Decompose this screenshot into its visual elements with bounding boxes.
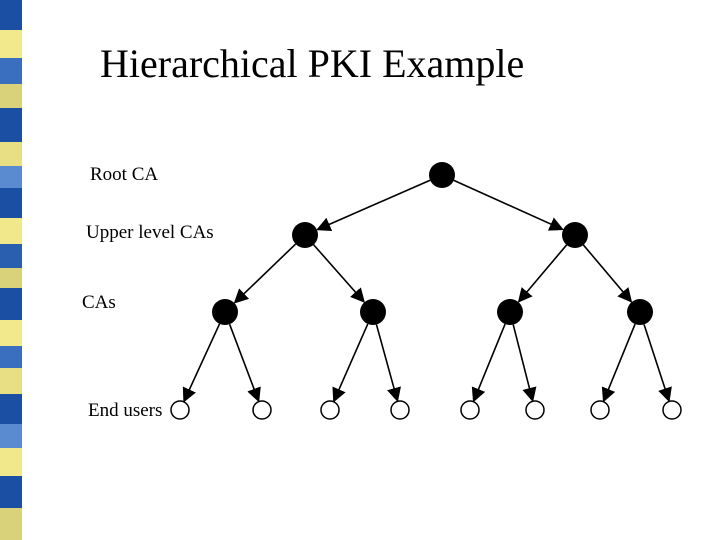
tree-edge bbox=[376, 325, 397, 400]
tree-edge bbox=[604, 324, 635, 400]
tree-edge bbox=[513, 325, 532, 400]
tree-edge bbox=[474, 324, 505, 400]
tree-node-c2 bbox=[360, 299, 386, 325]
tree-edge bbox=[314, 245, 363, 301]
tree-node-e2 bbox=[253, 401, 271, 419]
tree-node-c4 bbox=[627, 299, 653, 325]
tree-node-e5 bbox=[461, 401, 479, 419]
tree-node-e3 bbox=[321, 401, 339, 419]
tree-node-c1 bbox=[212, 299, 238, 325]
tree-node-e6 bbox=[526, 401, 544, 419]
tree-node-root bbox=[429, 162, 455, 188]
tree-edge bbox=[583, 245, 630, 301]
tree-edge bbox=[520, 245, 567, 301]
tree-edge bbox=[644, 324, 669, 399]
tree-node-e8 bbox=[663, 401, 681, 419]
tree-edge bbox=[236, 244, 296, 302]
tree-node-e4 bbox=[391, 401, 409, 419]
tree-node-c3 bbox=[497, 299, 523, 325]
pki-tree-diagram bbox=[0, 0, 720, 540]
tree-edge bbox=[334, 324, 367, 400]
tree-edge bbox=[319, 180, 430, 229]
tree-edge bbox=[185, 324, 220, 400]
tree-node-u1 bbox=[292, 222, 318, 248]
tree-node-e7 bbox=[591, 401, 609, 419]
tree-edge bbox=[454, 180, 561, 228]
tree-edge bbox=[230, 324, 259, 400]
tree-node-e1 bbox=[171, 401, 189, 419]
tree-node-u2 bbox=[562, 222, 588, 248]
